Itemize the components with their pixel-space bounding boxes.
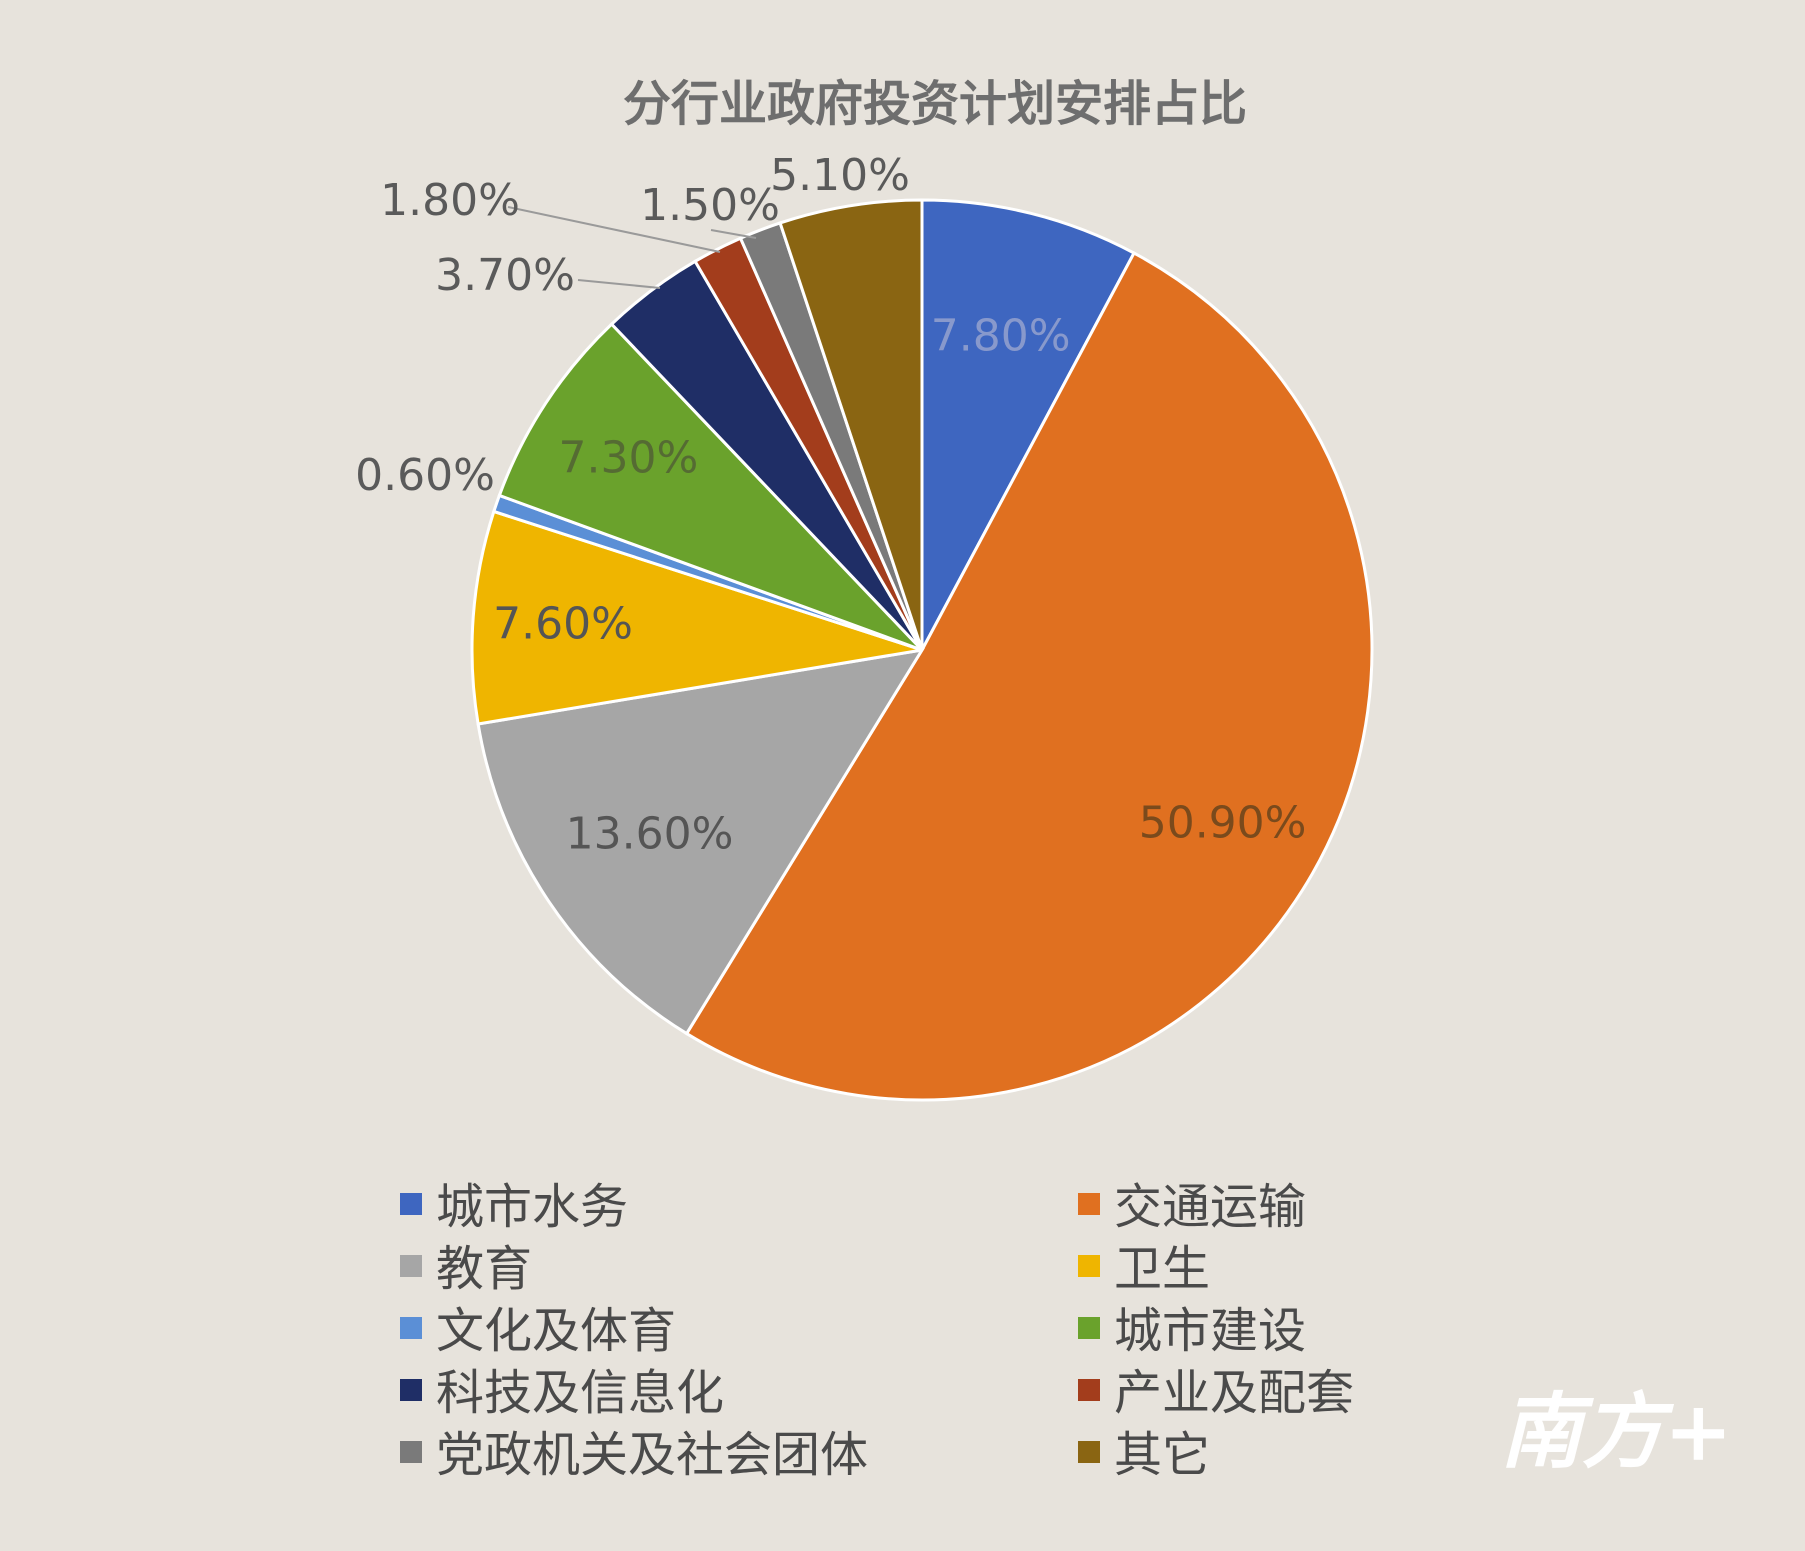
pie-slice: [497, 322, 924, 652]
leader-line: [710, 229, 757, 239]
legend-swatch: [1078, 1317, 1100, 1339]
leader-line: [507, 206, 721, 253]
pie-slice: [778, 198, 924, 651]
pie-slices: [470, 198, 1374, 1102]
pie-slice: [476, 647, 925, 1036]
data-label: 3.70%: [435, 250, 575, 301]
legend-swatch: [400, 1441, 422, 1463]
data-label: 5.10%: [770, 150, 910, 201]
data-label: 1.50%: [640, 180, 780, 231]
legend-label: 交通运输: [1114, 1179, 1306, 1235]
data-label: 7.80%: [931, 311, 1071, 362]
data-label: 7.60%: [493, 598, 633, 649]
legend-label: 其它: [1114, 1427, 1210, 1483]
legend-swatch: [1078, 1255, 1100, 1277]
pie-slice: [684, 251, 1374, 1102]
data-labels: 7.80% 50.90% 13.60% 7.60% 0.60% 7.30% 3.70% 1.8…: [355, 150, 1306, 860]
data-label: 1.80%: [380, 175, 520, 226]
legend-label: 城市水务: [436, 1179, 628, 1235]
legend-label: 产业及配套: [1114, 1365, 1354, 1421]
leader-line: [577, 279, 661, 289]
watermark-logo: 南方+: [1500, 1384, 1733, 1480]
chart-title: 分行业政府投资计划安排占比: [623, 76, 1247, 132]
legend-swatch: [400, 1379, 422, 1401]
pie-slice: [920, 198, 1137, 651]
legend-label: 城市建设: [1114, 1303, 1306, 1359]
legend-label: 科技及信息化: [436, 1365, 724, 1421]
legend-label: 卫生: [1114, 1241, 1210, 1297]
legend-label: 文化及体育: [436, 1303, 676, 1359]
data-label: 13.60%: [566, 809, 734, 860]
legend-swatch: [1078, 1193, 1100, 1215]
data-label: 50.90%: [1139, 797, 1307, 848]
legend-label: 教育: [436, 1241, 532, 1297]
legend-swatch: [400, 1193, 422, 1215]
data-label: 0.60%: [355, 450, 495, 501]
data-label: 7.30%: [559, 433, 699, 484]
legend-swatch: [400, 1255, 422, 1277]
pie-slice: [470, 509, 923, 726]
legend-label: 党政机关及社会团体: [436, 1427, 868, 1483]
legend-swatch: [1078, 1379, 1100, 1401]
legend-swatch: [400, 1317, 422, 1339]
label-leader-lines: [507, 206, 757, 289]
legend-swatch: [1078, 1441, 1100, 1463]
